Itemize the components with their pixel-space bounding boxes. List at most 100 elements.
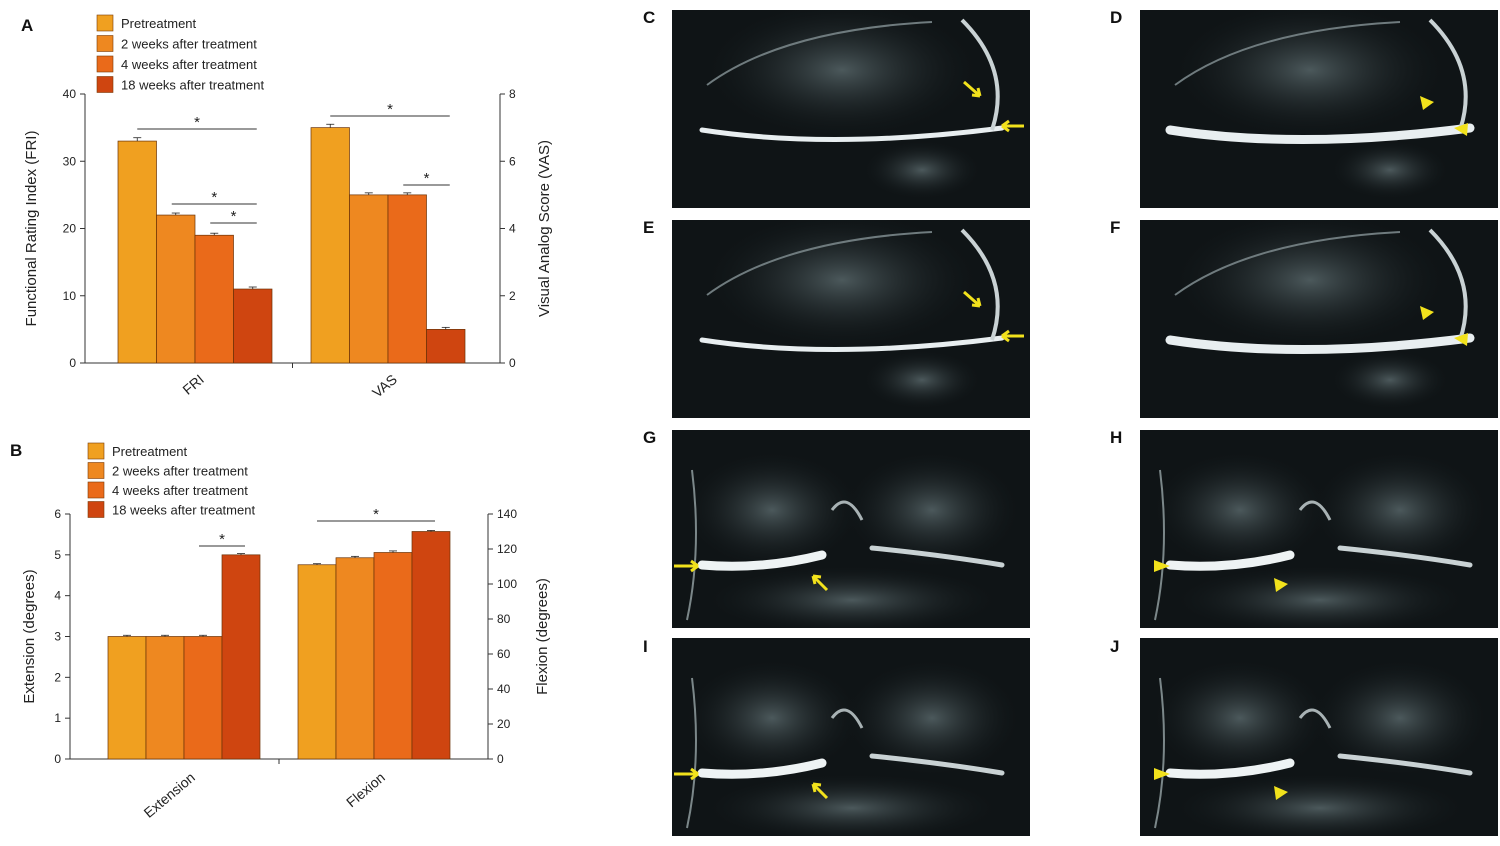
bar bbox=[387, 194, 427, 364]
bar bbox=[156, 214, 196, 364]
annotation-arrowhead bbox=[1420, 96, 1434, 110]
medial-joint-fluid bbox=[1165, 758, 1295, 779]
lateral-joint-fluid bbox=[1337, 545, 1473, 568]
femoral-condyle bbox=[1310, 450, 1490, 570]
annotation-arrow bbox=[963, 80, 982, 98]
bar bbox=[310, 127, 350, 364]
annotation-arrowhead bbox=[1154, 560, 1170, 572]
legend-swatch bbox=[87, 501, 105, 518]
y-tick-label-left: 3 bbox=[54, 630, 61, 644]
bar bbox=[117, 140, 157, 364]
panel-label-j: J bbox=[1110, 637, 1120, 656]
annotation-arrowhead bbox=[1274, 578, 1288, 592]
y-tick-label-right: 4 bbox=[509, 222, 516, 236]
mri-panel-c bbox=[672, 10, 1030, 208]
legend-label: 4 weeks after treatment bbox=[112, 483, 248, 498]
mri-panel-i bbox=[672, 638, 1030, 836]
mri-panel-h bbox=[1140, 430, 1498, 628]
y-tick-label-left: 4 bbox=[54, 589, 61, 603]
significance-star: * bbox=[194, 114, 200, 131]
significance-star: * bbox=[424, 170, 430, 187]
femoral-condyle bbox=[702, 10, 982, 140]
tibial-plateau bbox=[1170, 565, 1470, 628]
mri-panel-g bbox=[672, 430, 1030, 628]
y-tick-label-left: 20 bbox=[63, 222, 77, 236]
significance-star: * bbox=[211, 189, 217, 206]
y-axis-title-right: Flexion (degrees) bbox=[534, 578, 551, 695]
bar bbox=[335, 557, 375, 760]
intercondylar-notch bbox=[830, 708, 864, 729]
bone-contour bbox=[686, 469, 697, 621]
cartilage-rim bbox=[1428, 228, 1468, 341]
intercondylar-notch bbox=[1298, 708, 1332, 729]
legend-swatch bbox=[87, 481, 105, 499]
femoral-condyle bbox=[1310, 658, 1490, 778]
legend-label: Pretreatment bbox=[121, 16, 197, 31]
legend-swatch bbox=[96, 14, 114, 32]
bone-contour bbox=[706, 231, 933, 296]
bar bbox=[373, 552, 413, 760]
y-tick-label-left: 0 bbox=[54, 752, 61, 766]
femoral-condyle bbox=[1150, 658, 1330, 778]
y-tick-label-right: 40 bbox=[497, 682, 511, 696]
lateral-joint-fluid bbox=[869, 753, 1005, 776]
tibial-plateau bbox=[1330, 350, 1450, 410]
y-tick-label-left: 0 bbox=[69, 356, 76, 370]
y-tick-label-left: 10 bbox=[63, 289, 77, 303]
femoral-condyle bbox=[842, 450, 1022, 570]
y-tick-label-left: 1 bbox=[54, 711, 61, 725]
y-tick-label-left: 5 bbox=[54, 548, 61, 562]
mri-panel-d bbox=[1140, 10, 1498, 208]
panel-label-h: H bbox=[1110, 428, 1123, 447]
joint-fluid bbox=[1165, 333, 1475, 354]
legend-swatch bbox=[96, 76, 114, 93]
annotation-arrowhead bbox=[1154, 768, 1170, 780]
intercondylar-notch bbox=[1298, 500, 1332, 521]
femoral-condyle bbox=[842, 658, 1022, 778]
tibial-plateau bbox=[862, 350, 982, 410]
tibial-plateau bbox=[1330, 140, 1450, 200]
annotation-arrowhead bbox=[1454, 123, 1468, 136]
femoral-condyle bbox=[682, 450, 862, 570]
y-tick-label-left: 6 bbox=[54, 507, 61, 521]
chart-a-functional-scores: Pretreatment 2 weeks after treatment 4 wee… bbox=[23, 14, 553, 401]
femoral-condyle bbox=[1170, 220, 1450, 350]
annotation-arrowhead bbox=[1420, 306, 1434, 320]
annotation-arrow bbox=[811, 782, 829, 800]
panel-label-c: C bbox=[643, 8, 656, 27]
annotation-arrow bbox=[674, 559, 699, 573]
significance-star: * bbox=[231, 208, 237, 225]
joint-fluid bbox=[1165, 123, 1475, 144]
annotation-arrow bbox=[811, 574, 829, 592]
y-tick-label-left: 2 bbox=[54, 670, 61, 684]
joint-fluid bbox=[699, 125, 1005, 142]
category-label: VAS bbox=[369, 371, 400, 401]
tibial-plateau bbox=[702, 773, 1002, 836]
panel-label-b: B bbox=[10, 441, 23, 460]
femoral-condyle bbox=[1150, 450, 1330, 570]
significance-star: * bbox=[387, 101, 393, 118]
category-label: Flexion bbox=[343, 769, 388, 810]
medial-joint-fluid bbox=[697, 550, 827, 571]
medial-joint-fluid bbox=[697, 758, 827, 779]
intercondylar-notch bbox=[830, 500, 864, 521]
bar bbox=[233, 288, 273, 364]
bone-contour bbox=[1154, 469, 1165, 621]
y-tick-label-right: 6 bbox=[509, 154, 516, 168]
annotation-arrowhead bbox=[1454, 333, 1468, 346]
mri-panel-f bbox=[1140, 220, 1498, 418]
legend-label: Pretreatment bbox=[112, 444, 188, 459]
y-axis-title-left: Functional Rating Index (FRI) bbox=[23, 131, 40, 327]
y-tick-label-right: 0 bbox=[509, 356, 516, 370]
y-axis-title-left: Extension (degrees) bbox=[21, 569, 38, 703]
legend-label: 18 weeks after treatment bbox=[112, 503, 255, 518]
bone-contour bbox=[686, 677, 697, 829]
annotation-arrow bbox=[1001, 119, 1024, 133]
y-tick-label-right: 120 bbox=[497, 542, 517, 556]
annotation-arrowhead bbox=[1274, 786, 1288, 800]
panel-label-d: D bbox=[1110, 8, 1123, 27]
category-label: FRI bbox=[179, 371, 207, 398]
bone-contour bbox=[1154, 677, 1165, 829]
lateral-joint-fluid bbox=[869, 545, 1005, 568]
